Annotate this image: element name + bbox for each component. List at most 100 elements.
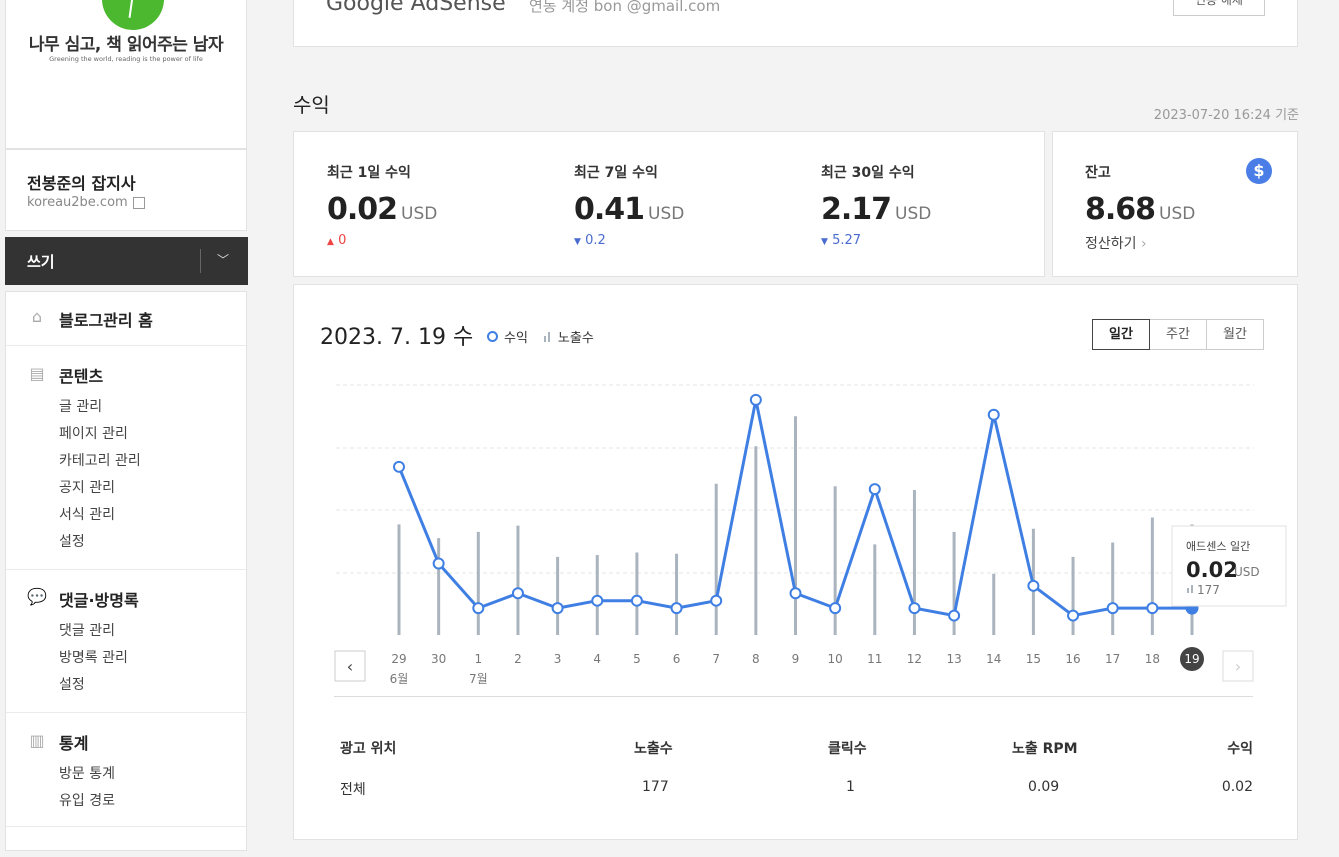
sidebar-item-referrers[interactable]: 유입 경로 <box>59 793 115 809</box>
revenue-point <box>749 393 762 406</box>
dollar-icon: $ <box>1246 158 1272 184</box>
x-tick-label: 6 <box>673 652 681 666</box>
x-tick-label: 7 <box>712 652 720 666</box>
stat-value: 0.41 <box>574 192 645 227</box>
blog-name: 전봉준의 잡지사 <box>27 174 136 193</box>
sidebar-item-home[interactable]: 블로그관리 홈 <box>59 311 153 330</box>
sidebar-item-categories[interactable]: 카테고리 관리 <box>59 453 141 469</box>
tooltip-bar-icon <box>1191 585 1193 593</box>
impressions-bar <box>476 531 480 635</box>
sidebar-section-stats[interactable]: 통계 <box>59 734 89 753</box>
revenue-point <box>829 602 842 615</box>
sidebar-item-templates[interactable]: 서식 관리 <box>59 507 115 523</box>
stat-value-wrap: 2.17 USD <box>821 192 931 227</box>
balance-unit: USD <box>1159 204 1196 224</box>
x-tick-label: 17 <box>1105 652 1120 666</box>
tab-monthly[interactable]: 월간 <box>1206 319 1264 350</box>
stat-value: 2.17 <box>821 192 892 227</box>
chevron-down-icon[interactable]: ﹀ <box>217 253 230 267</box>
tooltip-title: 애드센스 일간 <box>1186 539 1250 553</box>
revenue-section-title: 수익 <box>293 93 330 117</box>
triangle-down-icon: ▼ <box>821 237 828 247</box>
impressions-bar <box>754 446 758 635</box>
month-label: 6월 <box>390 672 409 686</box>
th-clicks: 클릭수 <box>828 741 867 757</box>
balance-value-wrap: 8.68 USD <box>1085 192 1195 227</box>
x-tick-label: 14 <box>986 652 1001 666</box>
settle-link[interactable]: 정산하기 › <box>1085 233 1195 253</box>
write-button[interactable]: 쓰기 ﹀ <box>5 237 248 285</box>
th-revenue: 수익 <box>1227 741 1253 757</box>
external-link-icon[interactable] <box>132 196 145 209</box>
td-impressions: 177 <box>642 779 669 795</box>
x-tick-label: 2 <box>514 652 522 666</box>
stat-change-value: 0.2 <box>585 233 606 248</box>
sidebar-content-section: ▤ 콘텐츠 글 관리 페이지 관리 카테고리 관리 공지 관리 서식 관리 설정 <box>6 345 246 570</box>
th-placement: 광고 위치 <box>340 741 397 757</box>
triangle-down-icon: ▼ <box>574 237 581 247</box>
sidebar-item-visit-stats[interactable]: 방문 통계 <box>59 766 115 782</box>
stat-unit: USD <box>401 204 438 224</box>
leaf-logo-icon <box>102 0 164 30</box>
x-tick-label: 19 <box>1184 652 1199 666</box>
sidebar-item-pages[interactable]: 페이지 관리 <box>59 426 128 442</box>
x-tick-label: 11 <box>867 652 882 666</box>
settle-label[interactable]: 정산하기 <box>1085 236 1137 252</box>
account-info: 연동 계정 bon @gmail.com <box>529 0 720 16</box>
sidebar-item-posts[interactable]: 글 관리 <box>59 399 103 415</box>
x-tick-label: 5 <box>633 652 641 666</box>
revenue-point <box>948 609 961 622</box>
stat-7day: 최근 7일 수익 0.41 USD ▼ 0.2 <box>574 162 684 248</box>
revenue-point <box>868 483 881 496</box>
balance-panel: 잔고 8.68 USD 정산하기 › $ <box>1052 131 1298 277</box>
impressions-bar <box>1150 517 1154 635</box>
balance-label: 잔고 <box>1085 165 1111 181</box>
sidebar-item-guestbook[interactable]: 방명록 관리 <box>59 650 128 666</box>
revenue-point <box>511 587 524 600</box>
x-tick-label: 10 <box>828 652 843 666</box>
next-button[interactable] <box>1222 650 1254 682</box>
speech-bubble-icon: 💬 <box>27 587 47 606</box>
revenue-point <box>432 557 445 570</box>
stat-change: ▲ 0 <box>327 233 437 248</box>
write-label[interactable]: 쓰기 <box>27 253 55 271</box>
revenue-point <box>1106 602 1119 615</box>
x-tick-label: 29 <box>391 652 406 666</box>
impressions-bar <box>1071 556 1075 635</box>
tooltip-bar-icon <box>1187 588 1189 593</box>
td-revenue: 0.02 <box>1221 779 1253 795</box>
tooltip-unit: USD <box>1234 565 1260 579</box>
sidebar-item-content-settings[interactable]: 설정 <box>59 534 85 550</box>
revenue-point <box>472 602 485 615</box>
prev-button[interactable] <box>334 650 366 682</box>
disconnect-button[interactable]: 연동 해제 <box>1173 0 1265 16</box>
impressions-bar <box>833 486 837 635</box>
th-rpm: 노출 RPM <box>1012 741 1078 757</box>
revenue-point <box>551 602 564 615</box>
blog-url-link[interactable]: koreau2be.com <box>27 195 145 210</box>
stat-unit: USD <box>648 204 685 224</box>
chart-date: 2023. 7. 19 수 <box>320 325 474 350</box>
impressions-bar <box>397 524 401 635</box>
x-tick-label: 4 <box>593 652 601 666</box>
blog-url[interactable]: koreau2be.com <box>27 195 128 210</box>
chevron-right-icon[interactable]: › <box>1235 657 1241 676</box>
impressions-bar <box>437 538 441 635</box>
x-tick-label: 3 <box>554 652 562 666</box>
impressions-bar <box>556 556 560 635</box>
home-icon: ⌂ <box>31 307 43 326</box>
sidebar-section-comments[interactable]: 댓글·방명록 <box>59 591 139 610</box>
legend-impressions-icon <box>543 331 552 342</box>
tab-weekly[interactable]: 주간 <box>1149 319 1207 350</box>
chevron-right-icon[interactable]: › <box>1140 236 1147 252</box>
sidebar-section-content[interactable]: 콘텐츠 <box>59 367 104 386</box>
sidebar-item-comment-settings[interactable]: 설정 <box>59 677 85 693</box>
chevron-left-icon[interactable]: ‹ <box>347 657 353 676</box>
impressions-bar <box>952 531 956 635</box>
sidebar-item-notices[interactable]: 공지 관리 <box>59 480 115 496</box>
tab-daily[interactable]: 일간 <box>1092 319 1150 350</box>
x-tick-label: 18 <box>1145 652 1160 666</box>
stat-1day: 최근 1일 수익 0.02 USD ▲ 0 <box>327 162 437 248</box>
sidebar-item-comments[interactable]: 댓글 관리 <box>59 623 115 639</box>
